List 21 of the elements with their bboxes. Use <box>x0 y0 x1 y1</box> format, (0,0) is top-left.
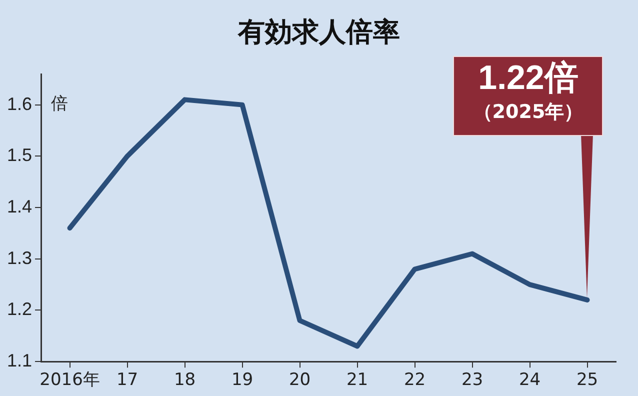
x-tick-label: 17 <box>116 370 138 390</box>
annotation: （2025年） <box>472 100 584 125</box>
y-tick-label: 1.5 <box>6 145 32 166</box>
y-axis-title: 倍 <box>51 94 68 114</box>
callout: 1.22倍 （2025年） <box>453 56 604 290</box>
x-tick-label: 25 <box>576 370 598 390</box>
y-tick-label: 1.4 <box>6 196 32 216</box>
chart-title: 有効求人倍率 <box>236 16 401 50</box>
y-tick-label: 1.1 <box>6 350 32 371</box>
x-tick-label: 18 <box>174 370 196 390</box>
y-tick-label: 1.3 <box>6 248 32 268</box>
x-tick-label: 22 <box>404 370 426 390</box>
y-tick-label: 1.2 <box>6 299 32 320</box>
x-tick-label: 21 <box>346 370 368 390</box>
x-tick-label: 23 <box>461 370 484 390</box>
x-tick-label: 20 <box>288 370 311 390</box>
x-tick-label: 24 <box>518 370 541 390</box>
annotation: 1.22倍 <box>477 58 580 99</box>
x-tick-label: 2016年 <box>40 370 100 390</box>
x-tick-label: 19 <box>231 370 254 390</box>
y-tick-label: 1.6 <box>6 94 32 114</box>
